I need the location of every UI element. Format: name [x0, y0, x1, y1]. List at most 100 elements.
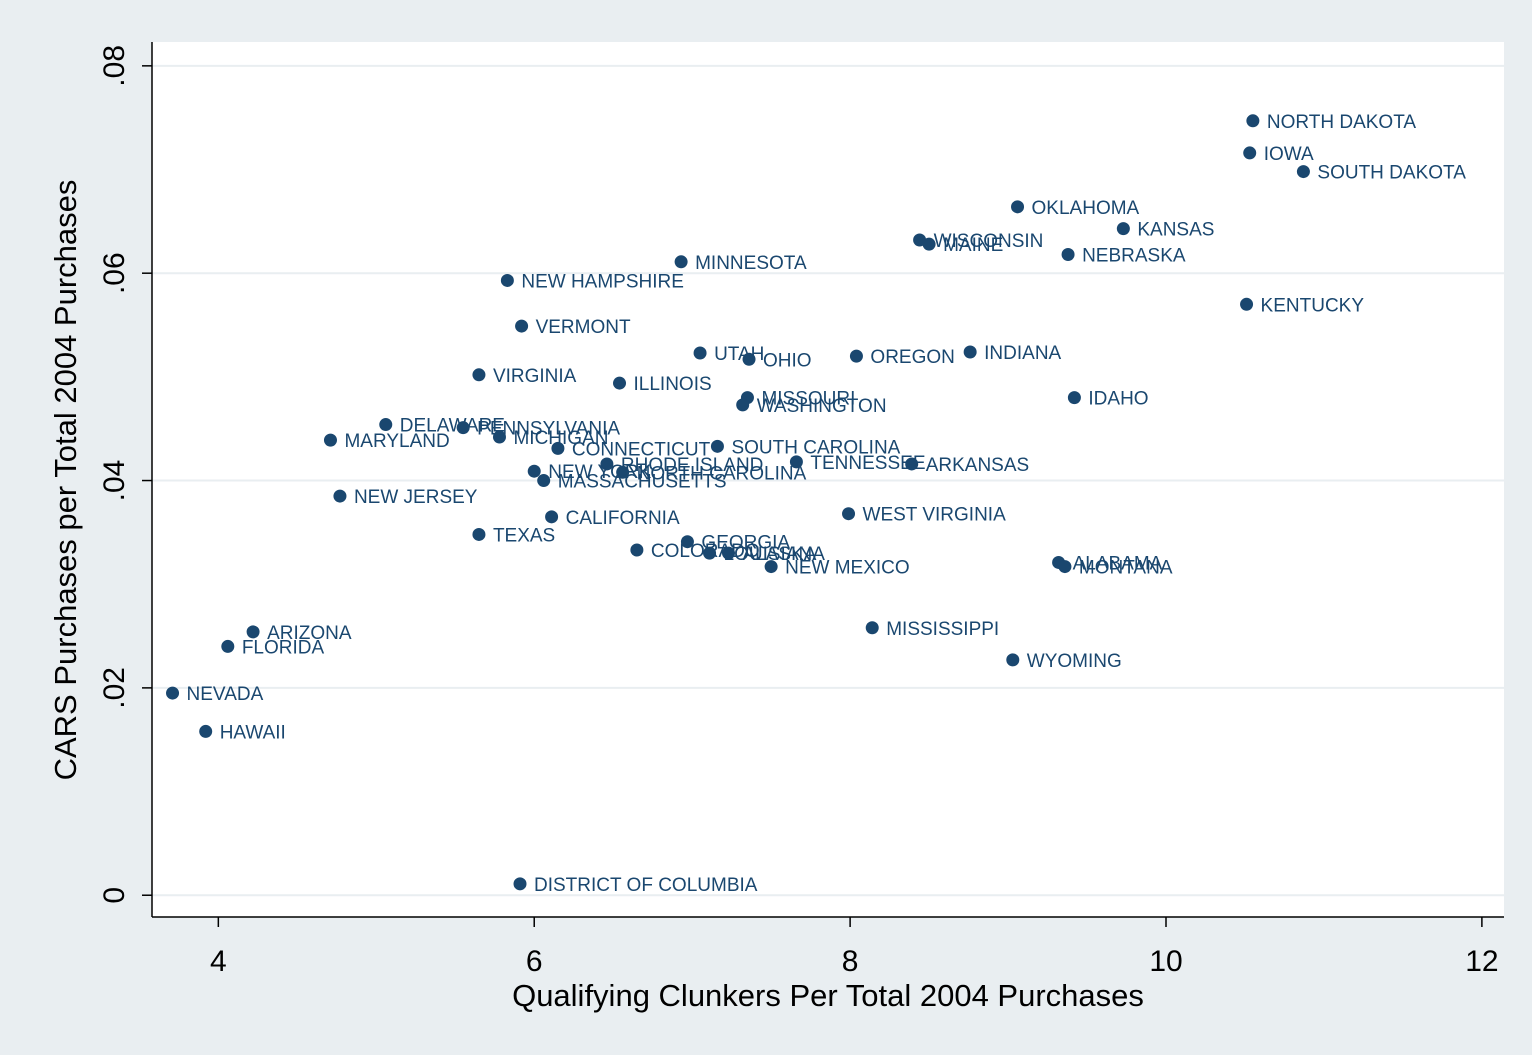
x-tick-label: 8	[842, 945, 859, 978]
point-label: ALABAMA	[1073, 553, 1163, 574]
point-label: INDIANA	[984, 343, 1061, 364]
point	[379, 418, 393, 432]
point-label: MONTANA	[1079, 558, 1173, 579]
x-tick-label: 6	[526, 945, 543, 978]
point	[963, 345, 977, 359]
y-tick-label: .08	[98, 45, 131, 87]
point	[456, 421, 470, 435]
point-label: HAWAII	[220, 722, 286, 743]
point-label: DELAWARE	[400, 416, 505, 437]
point	[1061, 248, 1075, 262]
point	[616, 465, 630, 479]
point-label: MICHIGAN	[513, 428, 608, 449]
point-label: IOWA	[1264, 144, 1314, 165]
point	[710, 439, 724, 453]
point-label: NORTH CAROLINA	[637, 463, 807, 484]
point-label: KANSAS	[1137, 220, 1214, 241]
point-label: DISTRICT OF COLUMBIA	[534, 875, 758, 896]
point-label: MISSOURI	[761, 389, 855, 410]
point	[842, 507, 856, 521]
point	[1243, 146, 1257, 160]
point	[551, 441, 565, 455]
point-label: LOUISIANA	[724, 544, 826, 565]
point	[789, 455, 803, 469]
point-label: VIRGINIA	[493, 366, 577, 387]
point-label: FLORIDA	[242, 637, 325, 658]
point	[527, 464, 541, 478]
point-label: MISSISSIPPI	[886, 619, 999, 640]
point	[922, 237, 936, 251]
point	[600, 457, 614, 471]
point-label: TENNESSEE	[810, 453, 925, 474]
point-label: KENTUCKY	[1261, 295, 1365, 316]
point	[221, 639, 235, 653]
point-label: PENNSYLVANIA	[477, 419, 620, 440]
point-label: OKLAHOMA	[1032, 198, 1140, 219]
point	[1067, 391, 1081, 405]
point	[693, 346, 707, 360]
point	[1011, 200, 1025, 214]
point	[537, 474, 551, 488]
point	[613, 376, 627, 390]
point-label: NEW MEXICO	[785, 558, 910, 579]
point	[545, 510, 559, 524]
point-label: SOUTH DAKOTA	[1317, 163, 1466, 184]
point-label: ALASKA	[742, 544, 816, 565]
point-label: WISCONSIN	[934, 231, 1044, 252]
point-label: OHIO	[763, 350, 812, 371]
y-axis-title: CARS Purchases per Total 2004 Purchases	[48, 180, 83, 781]
point-label: NEW HAMPSHIRE	[521, 271, 684, 292]
point	[472, 527, 486, 541]
point	[1006, 653, 1020, 667]
point-label: ARIZONA	[267, 623, 352, 644]
point	[674, 255, 688, 269]
point	[500, 273, 514, 287]
point	[865, 621, 879, 635]
point	[905, 457, 919, 471]
point	[849, 349, 863, 363]
point	[764, 560, 778, 574]
point	[1246, 114, 1260, 128]
point-label: NEW JERSEY	[354, 487, 478, 508]
point-label: WYOMING	[1027, 651, 1122, 672]
y-tick-label: .02	[98, 667, 131, 709]
plot-area	[152, 42, 1504, 917]
point	[492, 430, 506, 444]
point	[323, 433, 337, 447]
y-tick-label: 0	[98, 887, 131, 904]
point	[742, 352, 756, 366]
y-tick-label: .06	[98, 252, 131, 294]
point	[333, 489, 347, 503]
point-label: CONNECTICUT	[572, 439, 711, 460]
point-label: MINNESOTA	[695, 253, 807, 274]
y-tick-label: .04	[98, 460, 131, 502]
point-label: ARKANSAS	[926, 455, 1029, 476]
point	[1296, 165, 1310, 179]
point-label: UTAH	[714, 344, 764, 365]
point-label: IDAHO	[1088, 389, 1148, 410]
point-label: MAINE	[943, 235, 1003, 256]
point-label: CALIFORNIA	[566, 508, 680, 529]
point	[515, 319, 529, 333]
x-tick-label: 4	[210, 945, 227, 978]
point	[166, 686, 180, 700]
point	[199, 724, 213, 738]
x-tick-label: 10	[1149, 945, 1182, 978]
point	[630, 543, 644, 557]
point	[1116, 222, 1130, 236]
point-label: OREGON	[870, 347, 954, 368]
point-label: MASSACHUSETTS	[558, 472, 727, 493]
point-label: NORTH DAKOTA	[1267, 112, 1417, 133]
point	[680, 535, 694, 549]
point-label: MARYLAND	[344, 431, 449, 452]
point-label: GEORGIA	[701, 533, 790, 554]
point	[1240, 297, 1254, 311]
point-label: WASHINGTON	[757, 396, 887, 417]
x-axis-title: Qualifying Clunkers Per Total 2004 Purch…	[512, 978, 1144, 1013]
point	[703, 546, 717, 560]
point	[721, 546, 735, 560]
point-label: NEVADA	[187, 684, 264, 705]
point-label: VERMONT	[536, 317, 631, 338]
